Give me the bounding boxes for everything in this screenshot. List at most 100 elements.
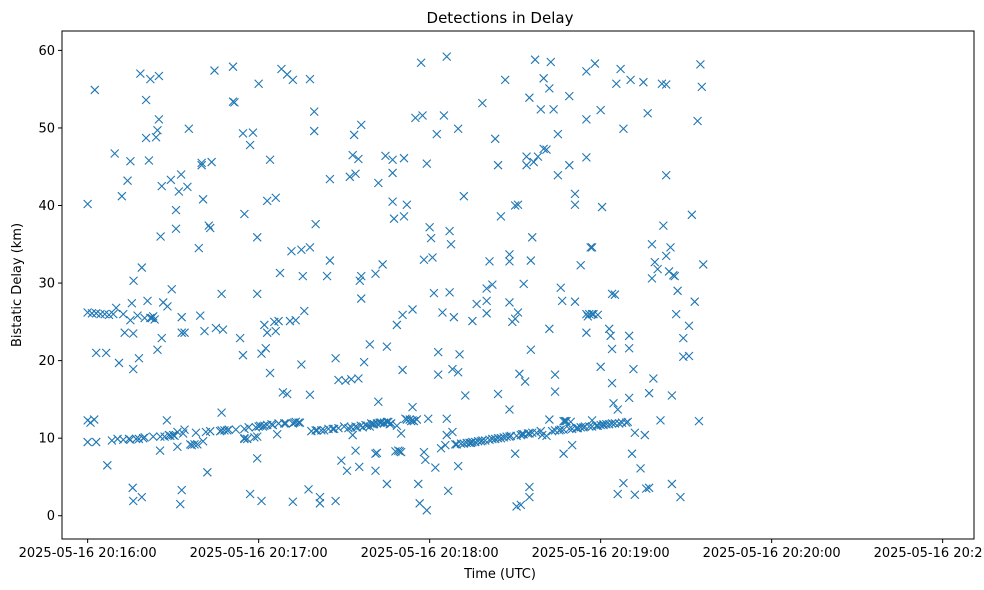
data-point (413, 479, 423, 489)
data-point (418, 111, 427, 120)
data-point (650, 257, 660, 267)
data-point (593, 310, 603, 320)
data-point (527, 232, 537, 242)
data-point (539, 73, 549, 83)
data-point (342, 466, 352, 476)
data-point (559, 449, 568, 459)
data-point (564, 91, 574, 101)
data-point (167, 284, 177, 294)
data-point (341, 376, 350, 386)
x-tick-label: 2025-05-16 20:18:00 (361, 546, 499, 561)
data-point (205, 426, 215, 436)
data-point (140, 433, 150, 442)
data-point (583, 312, 593, 321)
data-point (110, 149, 120, 158)
data-point (430, 463, 440, 473)
data-point (522, 152, 531, 162)
data-point (143, 296, 152, 306)
data-point (242, 434, 252, 444)
data-point (630, 428, 640, 438)
data-point (542, 145, 551, 155)
data-point (607, 378, 617, 388)
data-point (297, 245, 306, 255)
data-point (271, 326, 281, 336)
data-point (412, 415, 422, 424)
data-point (613, 489, 623, 499)
data-point (274, 316, 283, 326)
data-point (129, 276, 138, 286)
data-point (505, 249, 514, 259)
x-axis-ticks: 2025-05-16 20:16:00 2025-05-16 20:17:00 20… (19, 539, 984, 561)
data-point (254, 79, 264, 89)
data-point (354, 154, 363, 164)
data-point (295, 418, 305, 428)
data-point (346, 374, 356, 384)
y-axis-ticks: 0 10 20 30 40 50 60 (38, 44, 62, 524)
data-point (584, 422, 594, 431)
data-point (305, 390, 315, 400)
data-point (433, 347, 443, 357)
data-point (197, 158, 207, 168)
data-point (166, 175, 176, 185)
data-point (252, 289, 262, 299)
data-point (597, 202, 607, 212)
y-tick-label: 10 (38, 432, 55, 447)
data-point (409, 416, 419, 426)
data-point (298, 271, 308, 281)
data-point (525, 482, 534, 492)
data-point (624, 393, 634, 403)
data-point (180, 425, 189, 435)
data-point (183, 182, 192, 192)
data-point (576, 260, 586, 270)
data-point (616, 64, 625, 74)
data-point (460, 391, 470, 400)
data-point (315, 492, 325, 502)
data-point (344, 423, 353, 433)
data-point (153, 345, 162, 355)
data-point (157, 181, 167, 191)
data-point (231, 425, 241, 435)
data-point (613, 405, 623, 414)
data-point (505, 256, 514, 266)
data-point (351, 169, 360, 179)
data-point (336, 456, 346, 466)
data-point (443, 486, 453, 496)
data-point (131, 434, 141, 444)
data-point (198, 194, 208, 204)
data-point (389, 214, 399, 224)
y-tick-label: 0 (47, 509, 55, 524)
data-point (542, 431, 551, 441)
data-point (156, 232, 165, 241)
data-point (422, 159, 432, 169)
data-point (544, 324, 554, 334)
data-point (564, 424, 574, 434)
data-point (544, 415, 554, 424)
data-point (154, 115, 164, 124)
y-tick-label: 50 (38, 121, 55, 136)
data-point (153, 125, 162, 135)
data-point (322, 271, 332, 281)
data-point (619, 124, 628, 134)
data-point (648, 374, 658, 383)
data-point (184, 124, 194, 134)
data-point (641, 484, 651, 493)
data-point (445, 287, 454, 297)
data-point (291, 315, 301, 325)
data-point (533, 152, 543, 162)
data-point (656, 415, 665, 425)
data-point (331, 496, 340, 506)
data-point (549, 104, 559, 114)
data-point (248, 128, 258, 137)
data-point (525, 492, 534, 502)
data-point (440, 440, 450, 450)
data-point (141, 95, 151, 105)
data-point (117, 191, 127, 201)
data-point (550, 387, 560, 397)
data-point (190, 439, 199, 449)
data-point (83, 199, 93, 209)
data-point (354, 374, 363, 383)
data-point (309, 107, 319, 117)
data-point (111, 303, 121, 313)
data-point (123, 176, 132, 186)
data-point (684, 351, 694, 361)
